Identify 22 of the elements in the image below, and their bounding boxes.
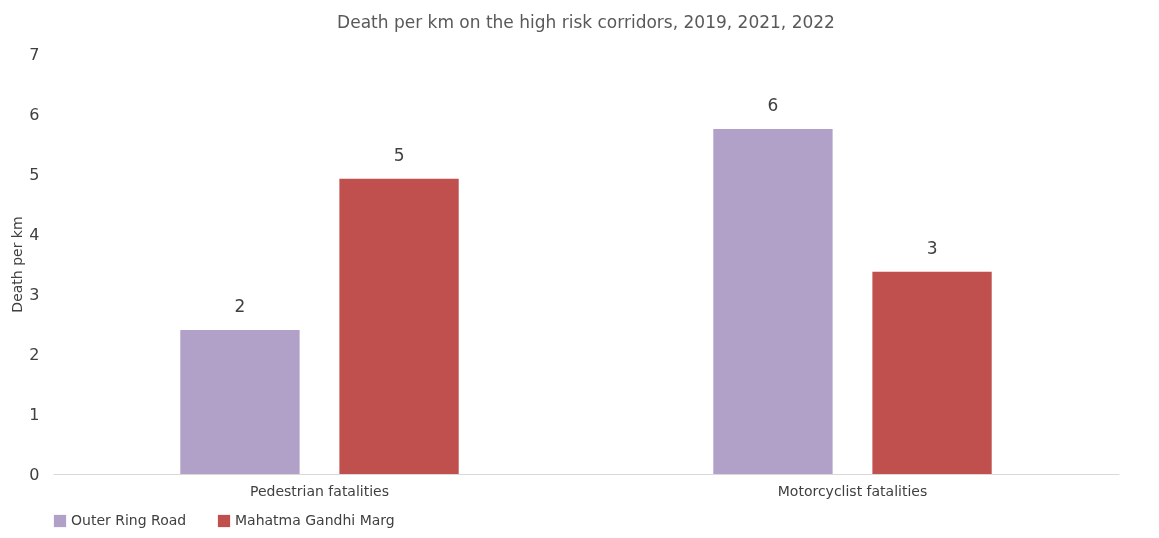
y-tick-label: 4	[29, 224, 40, 244]
y-tick-label: 0	[29, 464, 40, 484]
y-tick-label: 2	[29, 344, 40, 364]
x-tick-label: Pedestrian fatalities	[249, 482, 390, 499]
y-tick-label: 1	[29, 404, 40, 424]
chart-title: Death per km on the high risk corridors, 2019, 2021, 2022	[337, 12, 835, 32]
data-label: 2	[234, 296, 246, 316]
bar	[180, 330, 300, 474]
y-tick-label: 5	[29, 164, 40, 184]
data-label: 3	[926, 237, 938, 258]
y-tick-label: 3	[29, 284, 40, 304]
bar	[713, 129, 833, 474]
legend-label: Outer Ring Road	[71, 512, 187, 528]
bar	[872, 271, 992, 474]
x-tick-label: Motorcyclist fatalities	[777, 482, 928, 499]
data-label: 6	[767, 95, 779, 115]
y-tick-label: 7	[29, 44, 40, 64]
bar	[339, 178, 459, 474]
y-tick-label: 6	[29, 104, 40, 124]
y-axis-title: Death per km	[9, 216, 26, 313]
legend-label: Mahatma Gandhi Marg	[235, 512, 395, 528]
data-label: 5	[393, 144, 405, 165]
